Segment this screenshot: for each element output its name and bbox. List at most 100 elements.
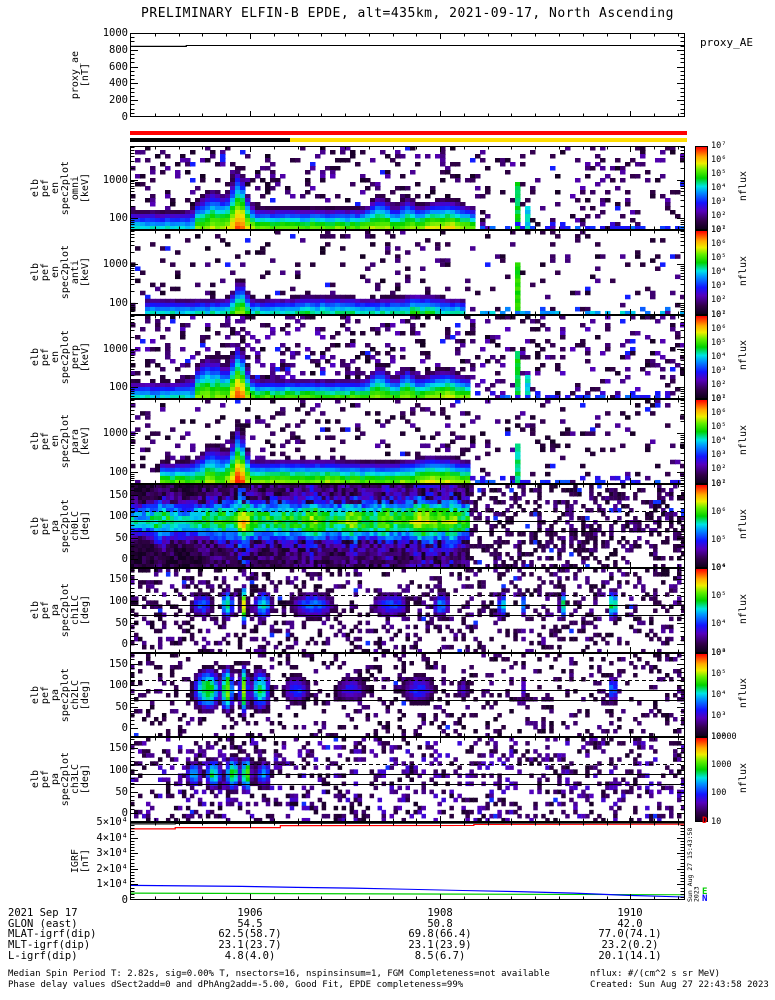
colorbar-tick-omni-3: 10⁴ [711,182,727,193]
footer-nflux-units: nflux: #/(cm^2 s sr MeV) [590,969,721,979]
ytick-proxy_ae-200: 200 [109,94,128,107]
series-label-E: E [702,886,708,897]
flag-bar-segment-0 [130,137,290,142]
ylabel-omni: elb pef en spec2plot omni [keV] [30,146,92,230]
colorbar-tick-omni-2: 10⁵ [711,168,727,179]
ytick-ch3LC-150: 150 [109,741,128,754]
created-vertical-text: Sun Aug 27 15:43:58 2023 [686,827,701,902]
ytick-ch1LC-50: 50 [115,616,128,629]
ytick-para-100: 100 [109,465,128,478]
colorbar-tick-ch3LC-0: 10000 [711,731,737,742]
colorbar-tick-perp-0: 10⁷ [711,309,727,320]
table-value-1-0: 54.5 [237,917,263,930]
ytick-proxy_ae-0: 0 [121,111,128,123]
ytick-proxy_ae-800: 800 [109,43,128,56]
colorbar-tick-ch0LC-0: 10⁷ [711,478,727,489]
spectrogram-canvas-para [130,399,685,484]
plot-title: PRELIMINARY ELFIN-B EPDE, alt=435km, 202… [141,6,674,21]
colorbar-tick-ch2LC-4: 10² [711,731,727,742]
colorbar-units-perp: nflux [738,340,749,371]
colorbar-units-omni: nflux [738,171,749,202]
table-value-4-0: 4.8(4.0) [224,949,276,962]
spectrogram-canvas-ch2LC [130,653,685,737]
colorbar-tick-ch1LC-3: 10³ [711,647,727,658]
ytick-ch1LC-100: 100 [109,594,128,607]
ytick-ch2LC-0: 0 [121,722,128,735]
ytick-perp-100: 100 [109,380,128,393]
colorbar-tick-para-1: 10⁶ [711,407,727,418]
table-value-2-0: 62.5(58.7) [218,928,282,941]
colorbar-tick-ch1LC-2: 10⁴ [711,619,727,630]
table-value-0-1: 1908 [427,907,453,919]
colorbar-tick-anti-5: 10² [711,295,727,306]
ylabel-igrf: IGRF [nT] [34,822,92,900]
ytick-ch0LC-150: 150 [109,488,128,501]
proxy-ae-right-label: proxy_AE [700,36,753,49]
ytick-ch2LC-100: 100 [109,679,128,692]
colorbar-tick-perp-4: 10³ [711,365,727,376]
ylabel-perp: elb pef en spec2plot perp [keV] [30,315,92,399]
table-value-3-0: 23.1(23.7) [218,939,282,952]
colorbar-anti [695,230,708,315]
colorbar-tick-omni-6: 10¹ [711,224,727,235]
spectrogram-canvas-perp [130,315,685,399]
colorbar-tick-para-3: 10⁴ [711,436,727,446]
footer-line-2: Phase delay values dSect2add=0 and dPhAn… [8,980,464,990]
ylabel-anti: elb pef en spec2plot anti [keV] [30,230,92,315]
table-value-3-1: 23.1(23.9) [408,939,472,952]
table-row-label-0: 2021 Sep 17 [8,907,78,919]
colorbar-units-anti: nflux [738,255,749,286]
ytick-ch1LC-150: 150 [109,572,128,585]
ytick-proxy_ae-600: 600 [109,60,128,73]
spectrogram-canvas-ch1LC [130,568,685,653]
colorbar-tick-ch0LC-3: 10⁴ [711,562,727,573]
ytick-proxy_ae-1000: 1000 [102,27,128,39]
colorbar-tick-para-0: 10⁷ [711,393,727,404]
ytick-ch3LC-50: 50 [115,785,128,798]
ytick-ch2LC-150: 150 [109,657,128,670]
colorbar-tick-anti-3: 10⁴ [711,267,727,277]
ytick-anti-1000: 1000 [102,258,128,270]
colorbar-tick-anti-4: 10³ [711,281,727,292]
ytick-anti-100: 100 [109,296,128,309]
ylabel-ch2LC: elb pef pa spec2plot ch2LC [deg] [30,653,92,737]
ylabel-ch3LC: elb pef pa spec2plot ch3LC [deg] [30,737,92,822]
ytick-ch3LC-100: 100 [109,763,128,776]
science-zone-bar-red [130,131,687,135]
series-label-D: D [702,815,708,826]
colorbar-tick-para-6: 10¹ [711,478,727,489]
colorbar-tick-ch0LC-2: 10⁵ [711,534,727,545]
ytick-ch0LC-0: 0 [121,553,128,566]
ytick-ch2LC-50: 50 [115,700,128,713]
colorbar-units-ch2LC: nflux [738,678,749,709]
ytick-igrf-5×10⁴: 5×10⁴ [96,816,128,828]
table-value-4-1: 8.5(6.7) [414,949,466,962]
colorbar-tick-anti-0: 10⁷ [711,224,727,235]
colorbar-tick-ch3LC-2: 100 [711,788,727,799]
ytick-ch3LC-0: 0 [121,807,128,820]
ytick-para-1000: 1000 [102,427,128,439]
ytick-ch0LC-100: 100 [109,510,128,523]
table-row-label-3: MLT-igrf(dip) [8,939,91,952]
colorbar-tick-omni-0: 10⁷ [711,140,727,151]
colorbar-perp [695,315,708,399]
ytick-igrf-4×10⁴: 4×10⁴ [96,831,128,844]
colorbar-tick-perp-5: 10² [711,379,727,390]
colorbar-units-para: nflux [738,424,749,455]
colorbar-tick-ch1LC-0: 10⁶ [711,562,727,573]
ytick-igrf-2×10⁴: 2×10⁴ [96,862,128,875]
footer-line-1: Median Spin Period T: 2.82s, sig=0.00% T… [8,969,550,979]
ytick-ch1LC-0: 0 [121,638,128,651]
colorbar-tick-perp-1: 10⁶ [711,323,727,334]
table-value-0-2: 1910 [617,907,643,919]
colorbar-units-ch0LC: nflux [738,509,749,540]
ytick-igrf-1×10⁴: 1×10⁴ [96,878,128,891]
colorbar-tick-para-4: 10³ [711,450,727,461]
colorbar-tick-anti-6: 10¹ [711,309,727,320]
colorbar-tick-ch3LC-3: 10 [711,816,722,827]
ytick-igrf-3×10⁴: 3×10⁴ [96,847,128,860]
colorbar-ch0LC [695,484,708,568]
colorbar-para [695,399,708,484]
spectrogram-canvas-omni [130,146,685,230]
